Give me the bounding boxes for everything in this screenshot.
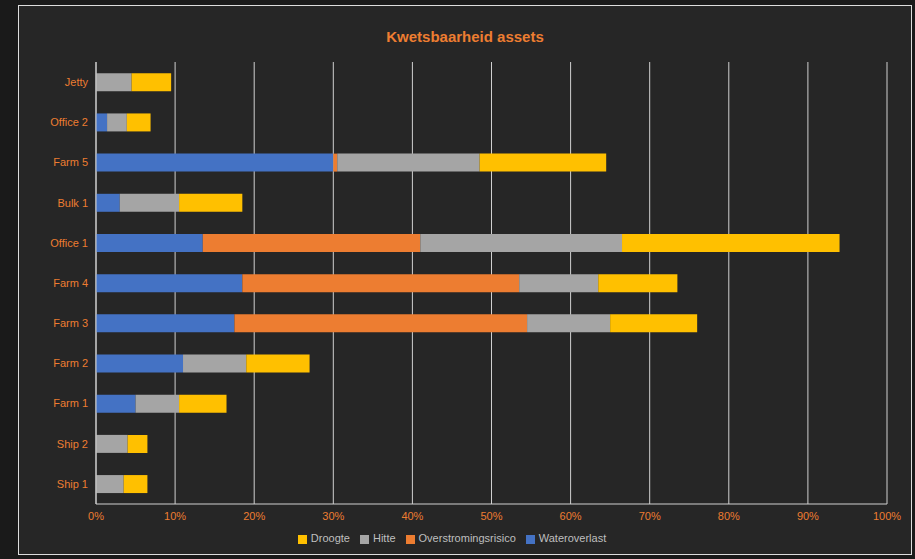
svg-text:70%: 70% [639,510,661,522]
svg-text:Ship 2: Ship 2 [57,438,88,450]
svg-text:Ship 1: Ship 1 [57,478,88,490]
svg-text:40%: 40% [401,510,423,522]
svg-text:Farm 1: Farm 1 [53,397,88,409]
svg-text:10%: 10% [164,510,186,522]
svg-text:Jetty: Jetty [65,76,89,88]
svg-text:20%: 20% [243,510,265,522]
svg-text:Farm 3: Farm 3 [53,317,88,329]
html-text:Overstromingsrisico: Overstromingsrisico [418,532,516,544]
svg-text:100%: 100% [873,510,901,522]
svg-text:Farm 2: Farm 2 [53,357,88,369]
html-text:Droogte: Droogte [310,532,350,544]
svg-text:Farm 5: Farm 5 [53,156,88,168]
svg-text:Farm 4: Farm 4 [53,277,88,289]
svg-text:60%: 60% [560,510,582,522]
svg-text:50%: 50% [480,510,502,522]
svg-text:90%: 90% [797,510,819,522]
html-text:Hitte: Hitte [372,532,396,544]
svg-text:0%: 0% [88,510,104,522]
svg-text:30%: 30% [322,510,344,522]
svg-text:Bulk 1: Bulk 1 [57,197,88,209]
html-text:Wateroverlast: Wateroverlast [538,532,607,544]
svg-text:Office 1: Office 1 [50,237,88,249]
svg-text:Office 2: Office 2 [50,116,88,128]
html-text:Kwetsbaarheid assets: Kwetsbaarheid assets [386,28,544,45]
svg-text:80%: 80% [718,510,740,522]
